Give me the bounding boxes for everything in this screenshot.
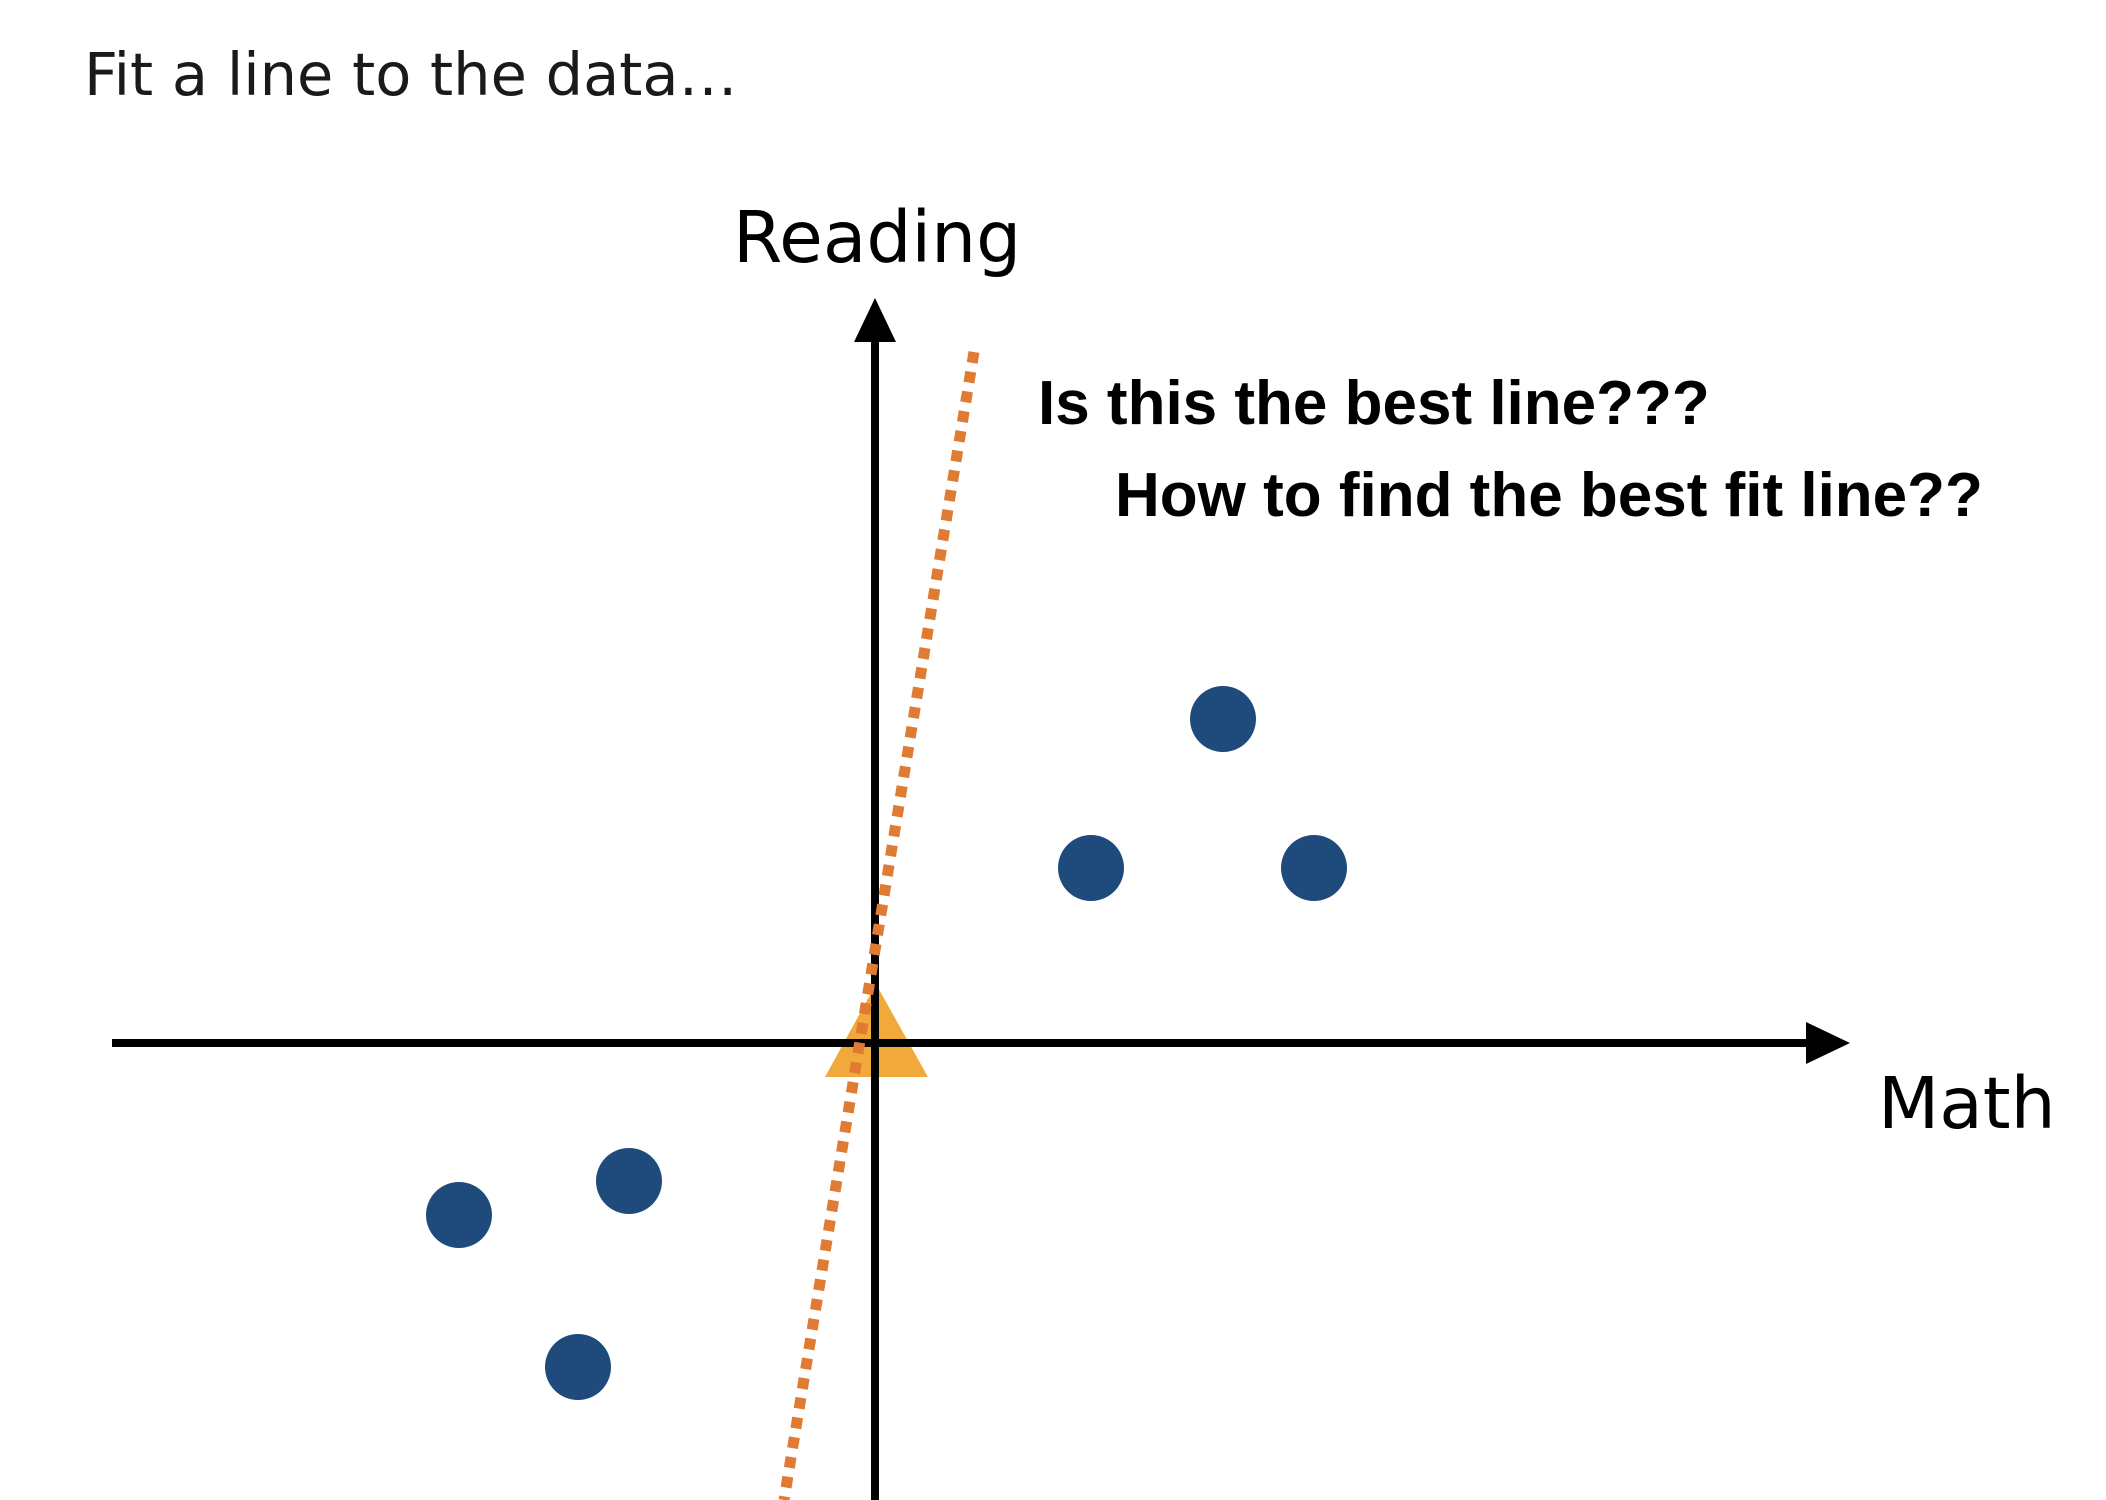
x-axis-label: Math [1878, 1062, 2056, 1145]
data-point [596, 1148, 662, 1214]
data-point [545, 1334, 611, 1400]
data-point [426, 1182, 492, 1248]
y-axis-arrowhead [854, 298, 896, 342]
data-point [1281, 835, 1347, 901]
y-axis-label: Reading [733, 196, 1022, 279]
candidate-fit-line [778, 351, 980, 1500]
best-line-question: Is this the best line??? [1038, 369, 1710, 438]
slide-title: Fit a line to the data… [84, 40, 738, 109]
data-point [1190, 686, 1256, 752]
data-point [1058, 835, 1124, 901]
x-axis-arrowhead [1806, 1022, 1850, 1064]
best-fit-method-question: How to find the best fit line?? [1115, 461, 1983, 530]
